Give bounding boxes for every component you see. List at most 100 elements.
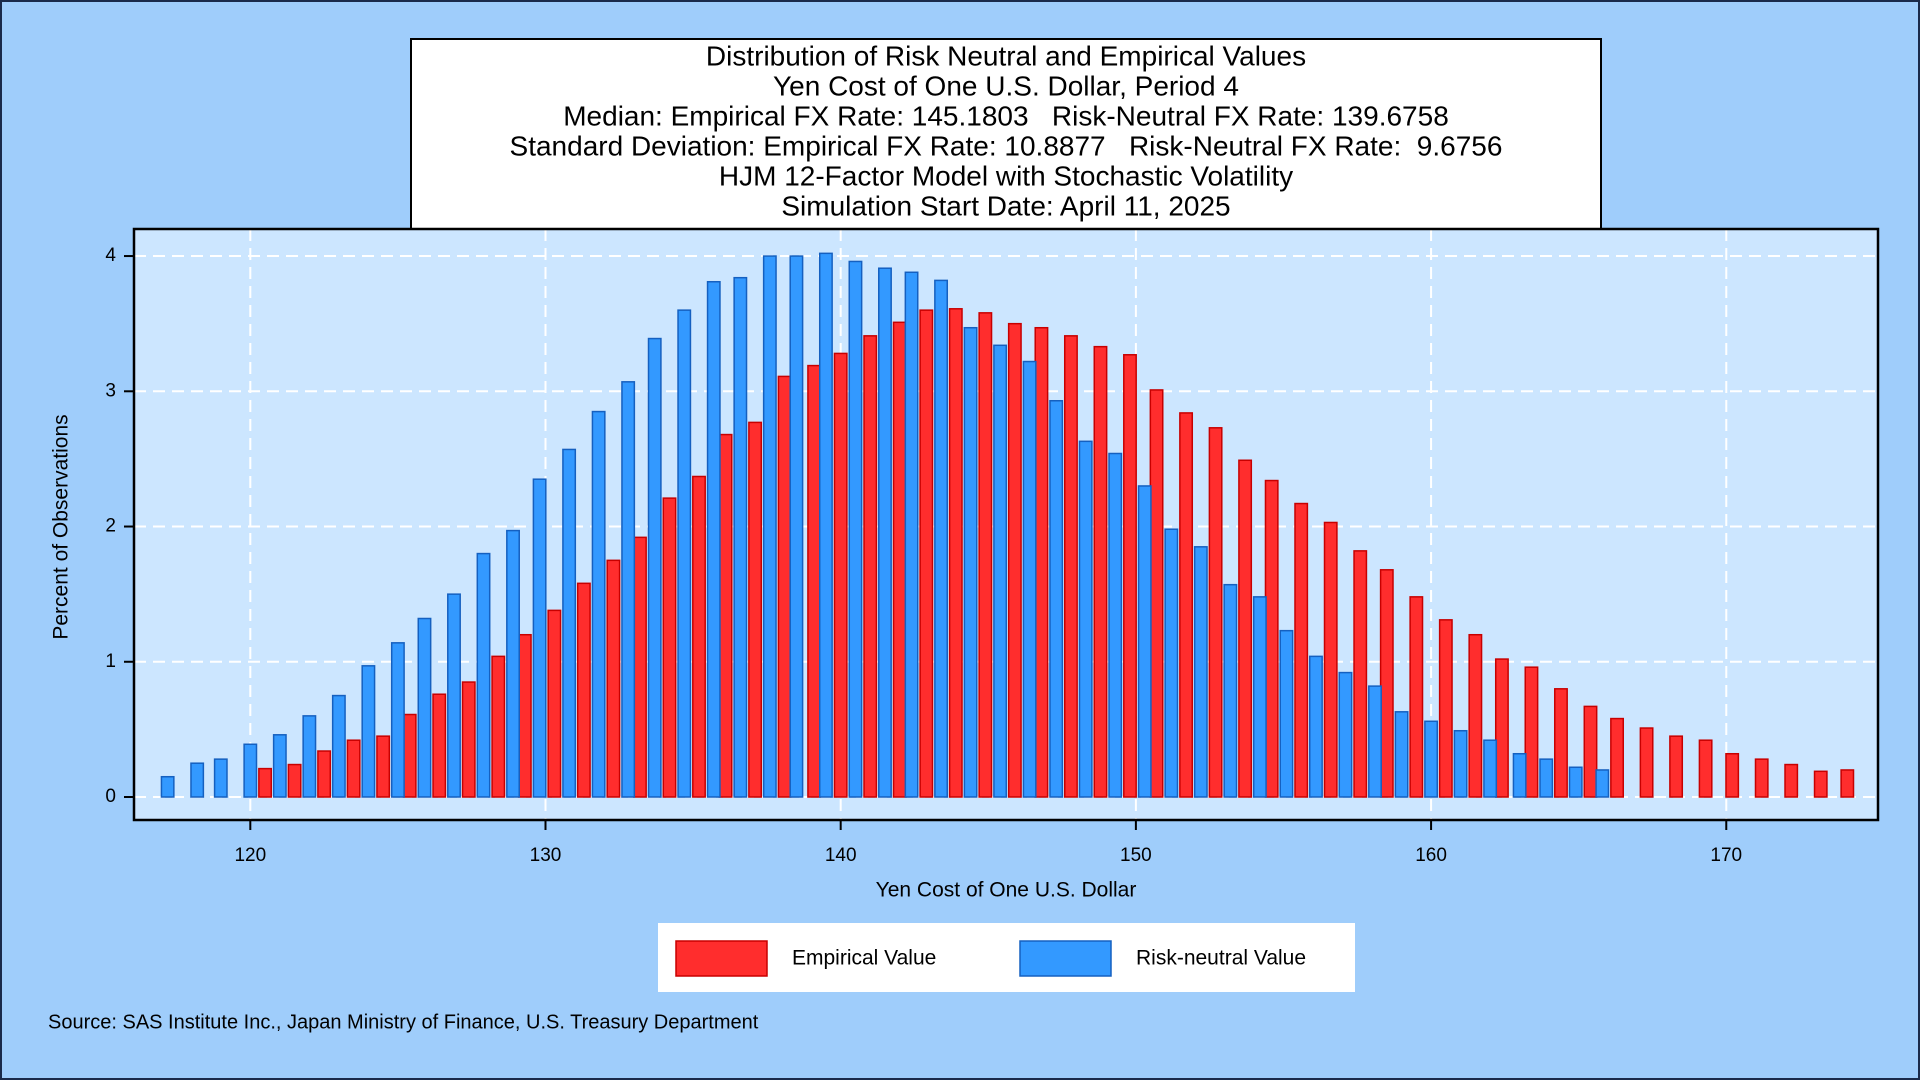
bar — [272, 734, 287, 798]
bar — [963, 326, 978, 798]
bar — [978, 312, 993, 798]
bar — [1394, 711, 1409, 798]
bar — [331, 694, 346, 798]
bar — [1368, 685, 1382, 798]
bar — [1784, 763, 1799, 798]
bar — [1468, 633, 1483, 798]
bar — [402, 713, 417, 798]
y-tick-label: 2 — [105, 516, 116, 537]
bar — [243, 743, 258, 798]
bar — [762, 255, 777, 798]
bar — [562, 448, 577, 798]
bar — [376, 735, 391, 798]
bar — [789, 255, 804, 798]
bar — [361, 665, 376, 798]
chart-subtitle: Median: Empirical FX Rate: 145.1803 Risk… — [563, 100, 1449, 131]
bar — [1409, 596, 1424, 798]
legend-box — [658, 923, 1355, 992]
bar — [1252, 596, 1267, 798]
bar — [1583, 705, 1598, 798]
bar — [1669, 735, 1684, 798]
chart-subtitle: Simulation Start Date: April 11, 2025 — [781, 190, 1230, 221]
x-tick-label: 130 — [530, 845, 562, 866]
bar — [833, 352, 848, 798]
bar — [1754, 758, 1769, 798]
bar — [1353, 550, 1368, 798]
bar — [1063, 335, 1078, 798]
bar — [606, 559, 621, 798]
bar — [1208, 427, 1223, 798]
bar — [904, 271, 919, 798]
y-tick-label: 1 — [105, 651, 116, 672]
bar — [317, 750, 332, 798]
bar — [1179, 412, 1194, 798]
bar — [633, 536, 647, 798]
bar — [1093, 345, 1108, 798]
legend-swatch — [1019, 940, 1112, 977]
bar — [432, 693, 447, 798]
source: Source: SAS Institute Inc., Japan Minist… — [48, 1011, 759, 1033]
bar — [1149, 389, 1164, 798]
bar — [547, 609, 562, 798]
legend: Empirical Value Risk-neutral Value — [675, 940, 1306, 977]
bar — [863, 335, 878, 798]
bar — [1294, 502, 1309, 798]
bar — [1453, 729, 1468, 798]
title-box — [410, 38, 1602, 230]
chart-subtitle: Yen Cost of One U.S. Dollar, Period 4 — [773, 70, 1239, 101]
bar — [1164, 528, 1179, 798]
bar — [160, 775, 175, 798]
bar — [1568, 766, 1583, 798]
bar — [1813, 770, 1828, 798]
bar — [1610, 717, 1624, 798]
bar — [1309, 655, 1323, 798]
bar — [1323, 521, 1338, 798]
x-axis-label: Yen Cost of One U.S. Dollar — [876, 879, 1137, 902]
bar — [1483, 739, 1498, 798]
bar — [993, 344, 1008, 798]
bar — [692, 475, 706, 798]
bar — [576, 582, 591, 798]
plot-frame — [132, 227, 1880, 822]
bar — [777, 375, 792, 798]
bar — [621, 381, 636, 798]
bar — [287, 763, 302, 798]
bar — [662, 497, 677, 798]
bar — [1840, 769, 1855, 798]
x-tick-label: 160 — [1415, 845, 1447, 866]
bar — [190, 762, 205, 798]
chart-subtitle: HJM 12-Factor Model with Stochastic Vola… — [719, 160, 1293, 191]
bar — [476, 552, 491, 798]
bar — [733, 276, 748, 798]
bar — [706, 280, 721, 798]
bar — [1022, 360, 1037, 798]
bar — [1193, 546, 1208, 798]
y-axis-label: Percent of Observations — [50, 414, 73, 639]
y-tick-label: 0 — [105, 786, 116, 807]
bar — [878, 267, 892, 798]
bar — [1379, 569, 1394, 798]
bar — [1698, 739, 1713, 798]
bar — [748, 421, 763, 798]
bar — [461, 681, 476, 798]
chart-subtitle: Standard Deviation: Empirical FX Rate: 1… — [510, 130, 1503, 161]
bar — [677, 309, 692, 798]
bar — [517, 633, 532, 798]
bar — [213, 758, 228, 798]
bar — [647, 337, 662, 798]
bar — [1279, 629, 1294, 798]
bar — [1123, 354, 1137, 798]
bar — [1338, 671, 1353, 798]
legend-label: Empirical Value — [792, 947, 936, 970]
x-tick-label: 150 — [1120, 845, 1152, 866]
bar — [491, 655, 506, 798]
bar — [1554, 688, 1568, 798]
bar — [1595, 769, 1610, 798]
bar — [258, 767, 273, 798]
x-tick-label: 140 — [825, 845, 857, 866]
bar — [506, 529, 520, 798]
bar — [1078, 440, 1093, 798]
bar — [1034, 326, 1049, 798]
bar — [346, 739, 361, 798]
